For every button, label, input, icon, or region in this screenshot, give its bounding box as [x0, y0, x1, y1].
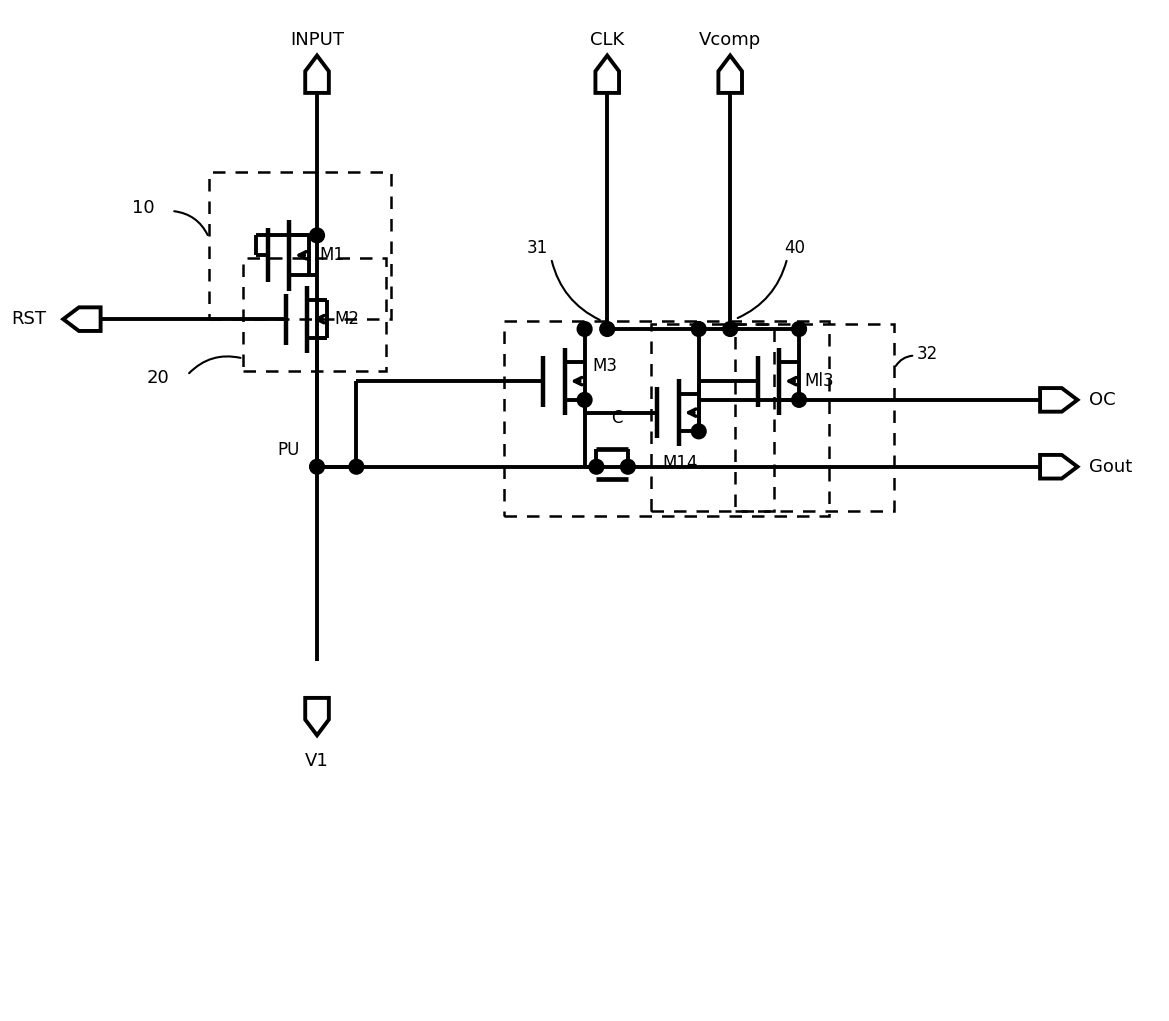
- Circle shape: [722, 322, 738, 336]
- Circle shape: [621, 459, 635, 474]
- Circle shape: [310, 459, 325, 474]
- Polygon shape: [305, 698, 328, 735]
- Text: M1: M1: [319, 246, 344, 264]
- Polygon shape: [595, 55, 620, 93]
- Text: 10: 10: [132, 199, 154, 217]
- Polygon shape: [719, 55, 742, 93]
- Circle shape: [791, 392, 807, 407]
- Polygon shape: [305, 55, 328, 93]
- Text: 20: 20: [147, 370, 170, 387]
- Bar: [243, 258, 386, 372]
- Circle shape: [589, 459, 603, 474]
- Circle shape: [310, 228, 325, 243]
- Text: Vcomp: Vcomp: [699, 31, 761, 49]
- Text: Gout: Gout: [1090, 457, 1133, 476]
- Text: M2: M2: [334, 310, 360, 328]
- Text: 40: 40: [784, 239, 805, 257]
- Text: 31: 31: [527, 239, 548, 257]
- Text: M14: M14: [663, 454, 698, 472]
- Circle shape: [791, 322, 807, 336]
- Polygon shape: [63, 307, 101, 331]
- Bar: [651, 324, 775, 510]
- Polygon shape: [1040, 455, 1078, 479]
- Text: V1: V1: [305, 752, 328, 770]
- Text: PU: PU: [277, 441, 299, 458]
- Text: Ml3: Ml3: [804, 372, 833, 390]
- Text: RST: RST: [12, 310, 47, 328]
- Bar: [209, 172, 390, 320]
- Text: M3: M3: [593, 357, 617, 376]
- Text: CLK: CLK: [590, 31, 624, 49]
- Bar: [735, 324, 894, 510]
- Text: OC: OC: [1090, 391, 1116, 408]
- Circle shape: [350, 459, 364, 474]
- Polygon shape: [1040, 388, 1078, 411]
- Bar: [504, 322, 829, 516]
- Circle shape: [577, 392, 592, 407]
- Circle shape: [691, 424, 706, 439]
- Circle shape: [600, 322, 615, 336]
- Circle shape: [691, 322, 706, 336]
- Text: INPUT: INPUT: [290, 31, 344, 49]
- Text: 32: 32: [918, 345, 939, 362]
- Circle shape: [577, 322, 592, 336]
- Text: C: C: [611, 409, 623, 428]
